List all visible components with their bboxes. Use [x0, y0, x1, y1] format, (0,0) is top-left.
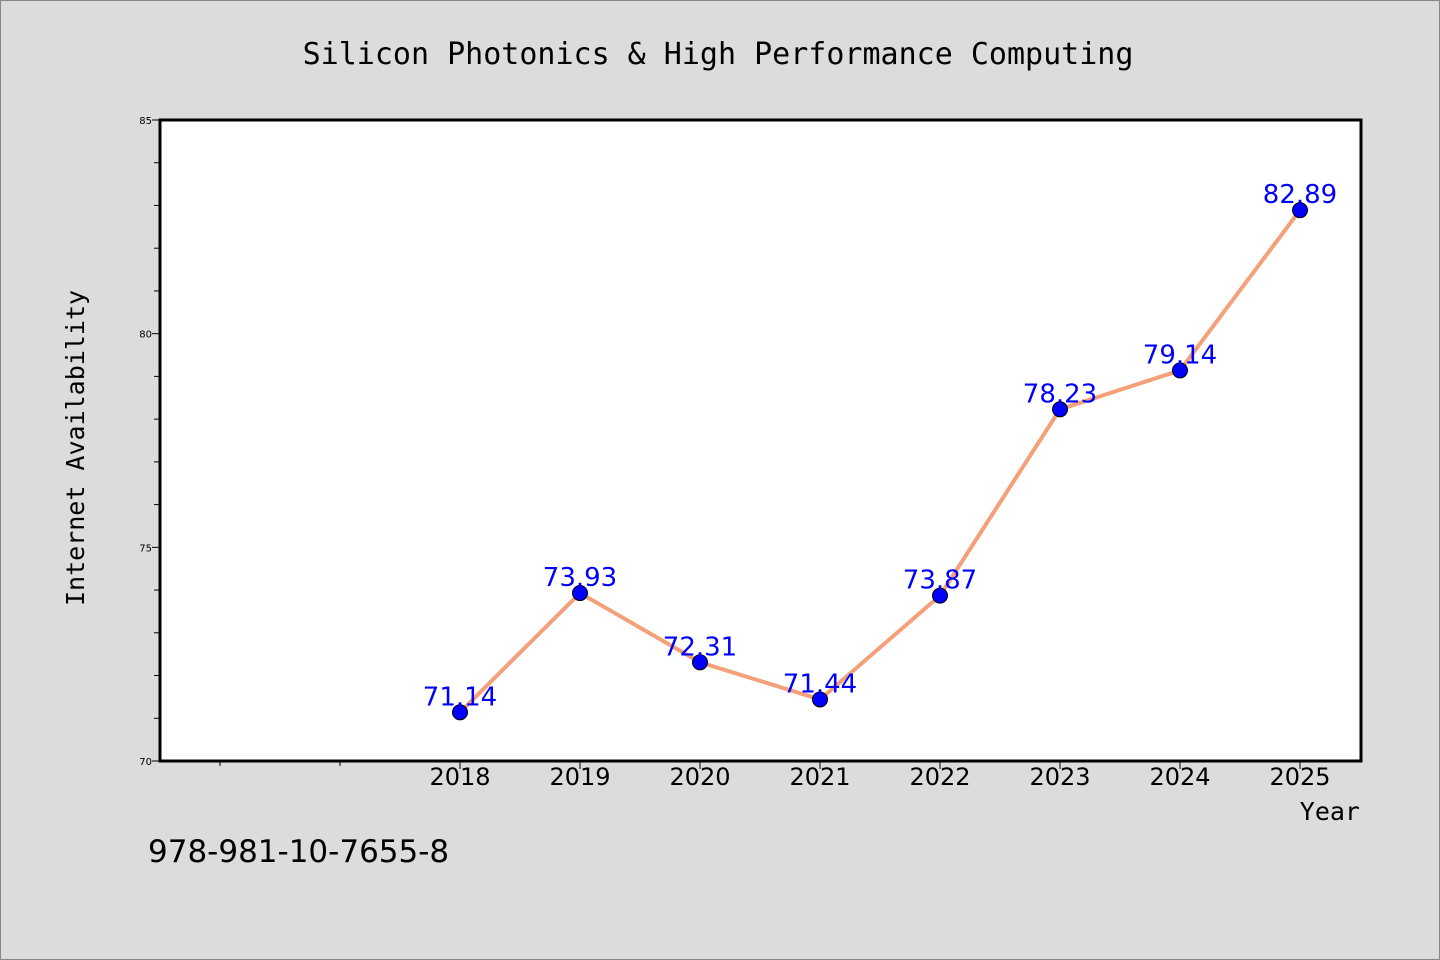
- data-point: [572, 585, 588, 602]
- x-axis: 2018 2019 2020 2021 2022 2023 2024 2025: [219, 761, 1331, 791]
- x-tick-label: 2019: [549, 763, 610, 791]
- data-point: [452, 704, 468, 721]
- x-tick-label: 2018: [429, 763, 490, 791]
- data-label: 71.44: [783, 669, 857, 699]
- data-label: 73.93: [543, 563, 617, 593]
- data-label: 79.14: [1143, 340, 1217, 370]
- data-label: 72.31: [663, 632, 737, 662]
- x-axis-label: Year: [1300, 797, 1360, 826]
- data-point: [1052, 401, 1068, 418]
- x-tick-label: 2023: [1029, 763, 1090, 791]
- y-axis-label: Internet Availability: [61, 290, 90, 606]
- isbn-text: 978-981-10-7655-8: [148, 834, 450, 870]
- data-label: 73.87: [903, 566, 977, 596]
- series-group: 71.14 73.93 72.31 71.44 73.87 78.23 79.14 82.89: [423, 180, 1337, 721]
- y-axis: 70 75 80 85: [139, 116, 160, 768]
- y-tick-label: 70: [139, 757, 152, 768]
- x-tick-label: 2022: [909, 763, 970, 791]
- plot-area: [158, 118, 1363, 763]
- data-label: 82.89: [1263, 180, 1337, 210]
- chart-title: Silicon Photonics & High Performance Com…: [303, 37, 1134, 72]
- series-line: [458, 208, 1302, 715]
- y-tick-label: 80: [139, 330, 152, 341]
- data-point: [692, 654, 708, 671]
- y-tick-label: 85: [139, 116, 152, 127]
- x-tick-label: 2020: [669, 763, 730, 791]
- data-point: [812, 691, 828, 708]
- data-point: [1172, 362, 1188, 379]
- data-label: 71.14: [423, 682, 497, 712]
- x-tick-label: 2021: [789, 763, 850, 791]
- data-point: [1292, 202, 1308, 219]
- data-label: 78.23: [1023, 379, 1097, 409]
- x-tick-label: 2024: [1149, 763, 1210, 791]
- y-tick-label: 75: [139, 543, 152, 554]
- x-tick-label: 2025: [1269, 763, 1330, 791]
- data-point: [932, 587, 948, 604]
